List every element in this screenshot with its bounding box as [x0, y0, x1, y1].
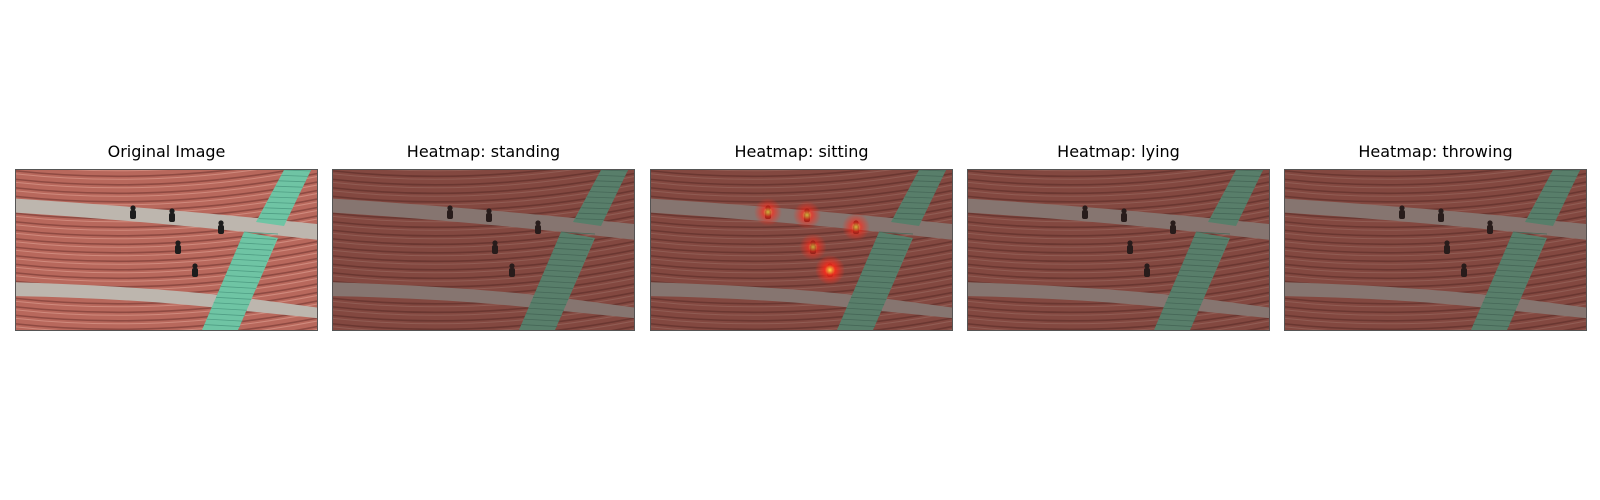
panel-title: Heatmap: standing	[406, 142, 561, 161]
panel-title: Heatmap: lying	[1057, 142, 1180, 161]
panel-title: Original Image	[107, 142, 226, 161]
panel-heatmap-standing: Heatmap: standing	[332, 0, 635, 500]
heat-blob	[793, 201, 821, 229]
heatmap-lying-image	[967, 169, 1270, 331]
heatmap-throwing-image	[1284, 169, 1587, 331]
heatmap-standing-image	[332, 169, 635, 331]
panel-original: Original Image	[15, 0, 318, 500]
heat-blob	[799, 233, 827, 261]
panel-heatmap-sitting: Heatmap: sitting	[650, 0, 953, 500]
heat-blob	[842, 213, 870, 241]
panel-title: Heatmap: sitting	[734, 142, 869, 161]
panel-heatmap-throwing: Heatmap: throwing	[1284, 0, 1587, 500]
heat-blob	[754, 198, 782, 226]
panel-title: Heatmap: throwing	[1358, 142, 1513, 161]
heat-blob	[815, 255, 845, 285]
original-image	[15, 169, 318, 331]
heatmap-sitting-image	[650, 169, 953, 331]
panel-heatmap-lying: Heatmap: lying	[967, 0, 1270, 500]
